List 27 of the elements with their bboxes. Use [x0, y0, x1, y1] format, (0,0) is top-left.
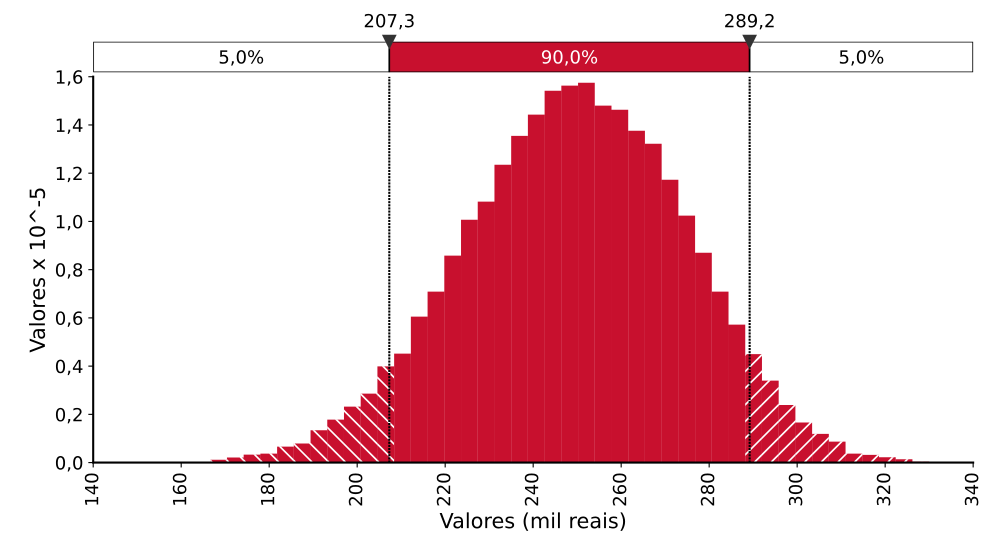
x-tick-label: 220 [436, 474, 450, 506]
y-tick-label: 0,6 [56, 311, 82, 327]
y-tick-label: 1,6 [56, 70, 82, 86]
x-tick-label: 320 [876, 474, 890, 506]
ref-line-label: 289,2 [725, 14, 774, 30]
x-tick-label: 280 [700, 474, 714, 506]
x-tick-label: 140 [84, 474, 98, 505]
text: 5,0% [840, 50, 884, 66]
text: 5,0% [220, 50, 264, 66]
text: 90,0% [542, 50, 598, 66]
y-tick-label: 0,8 [56, 263, 82, 279]
x-tick-label: 180 [260, 474, 274, 505]
y-tick-label: 0,0 [56, 456, 82, 472]
y-axis-title: Valores x 10^-5 [29, 188, 46, 353]
x-tick-label: 300 [788, 474, 802, 506]
x-tick-label: 200 [348, 474, 362, 506]
ref-line-label: 207,3 [364, 14, 414, 30]
x-tick-label: 340 [964, 474, 978, 506]
x-tick-label: 160 [172, 474, 186, 505]
x-tick-label: 260 [612, 474, 626, 506]
y-tick-label: 1,2 [56, 166, 82, 182]
x-axis-title: Valores (mil reais) [440, 512, 626, 531]
y-tick-label: 0,4 [56, 360, 82, 376]
y-tick-label: 1,0 [56, 214, 82, 230]
y-tick-label: 1,4 [56, 118, 82, 134]
x-tick-label: 240 [524, 474, 538, 506]
y-tick-label: 0,2 [56, 408, 82, 424]
